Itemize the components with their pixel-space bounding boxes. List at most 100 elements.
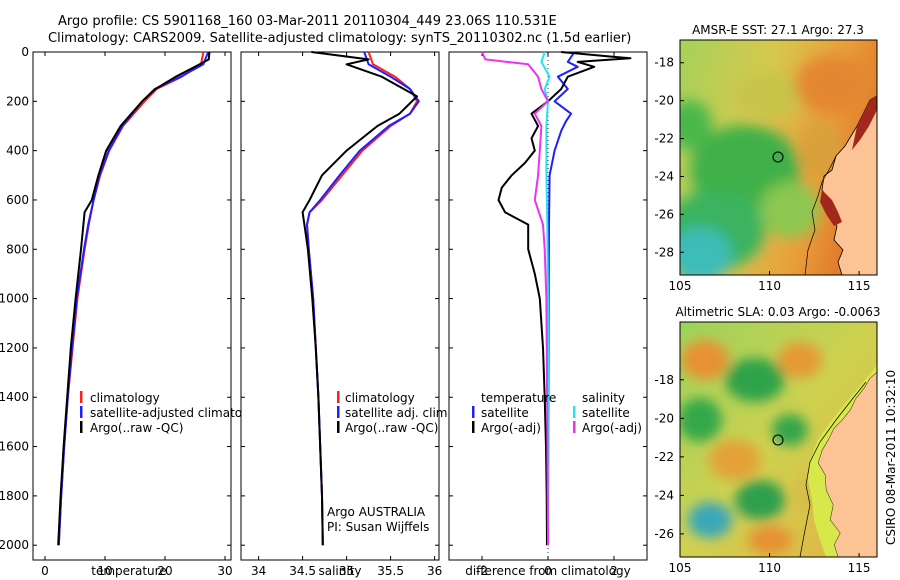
difference-panel: -2 0 2 difference from climatology tempera… (448, 51, 648, 578)
map-x-tick-label: 105 (669, 561, 692, 575)
x-tick-label: 34 (251, 564, 266, 578)
legend-swatch-sal-satellite (573, 406, 576, 418)
temperature-profiles (57, 51, 211, 546)
map-x-tick-label: 110 (758, 561, 781, 575)
y-tick-label: 400 (6, 144, 29, 158)
salinity-x-axis: 34 34.5 35 35.5 36 (251, 52, 442, 578)
salinity-axes (240, 51, 440, 561)
x-tick-label: 2 (610, 564, 618, 578)
legend-label-temp-satellite: satellite (481, 406, 529, 420)
legend-swatch-argo (80, 421, 83, 433)
sla-profile-marker (772, 434, 784, 446)
map-y-tick-label: -22 (654, 132, 674, 146)
legend-swatch-climatology (80, 391, 83, 403)
x-tick-label: 35.5 (377, 564, 404, 578)
legend-swatch-sal-argo (573, 421, 576, 433)
map-x-tick-label: 115 (848, 279, 871, 293)
sla-bathymetry-contour (799, 381, 867, 557)
y-tick-label: 1200 (0, 341, 29, 355)
y-tick-label: 800 (6, 242, 29, 256)
x-tick-label: 0 (41, 564, 49, 578)
map-y-tick-label: -18 (654, 373, 674, 387)
map-y-tick-label: -20 (654, 94, 674, 108)
legend-swatch-satellite-adjusted (80, 406, 83, 418)
series-argo-raw-qc- (301, 51, 418, 546)
temperature-legend: climatology satellite-adjusted climatolo… (80, 391, 260, 435)
sla-map-frame (679, 321, 878, 558)
sst-field (680, 40, 877, 275)
legend-label-sal-argo: Argo(-adj) (582, 421, 642, 435)
y-tick-label: 200 (6, 94, 29, 108)
map-y-tick-label: -18 (654, 56, 674, 70)
map-y-tick-label: -24 (654, 169, 674, 183)
legend-label-sal-satellite: satellite (582, 406, 630, 420)
legend-label-climatology: climatology (90, 391, 160, 405)
x-tick-label: 36 (427, 564, 442, 578)
sst-coastal-warm-band (852, 96, 877, 150)
sla-field (680, 322, 877, 557)
difference-profiles (481, 51, 632, 546)
series-temperature-satellite (547, 51, 579, 546)
depth-axis: 0 200 400 600 800 1000 1200 1400 1600 1800 2000 (0, 45, 231, 552)
map-x-tick-label: 105 (669, 279, 692, 293)
salinity-xlabel: salinity (318, 564, 361, 578)
temperature-xlabel: temperature (91, 564, 166, 578)
salinity-panel: 34 34.5 35 35.5 36 salinity climatology sate… (240, 51, 451, 578)
map-y-tick-label: -20 (654, 411, 674, 425)
x-tick-label: 0 (544, 564, 552, 578)
sla-shelf-band (808, 365, 877, 557)
x-tick-label: 34.5 (289, 564, 316, 578)
y-tick-label: 1000 (0, 292, 29, 306)
legend-header-salinity: salinity (582, 391, 625, 405)
series-temperature-argo-adj- (497, 51, 632, 546)
x-tick-label: 35 (339, 564, 354, 578)
sla-map-ticks: 105 110 115 -18 -20 -22 -24 -26 (654, 373, 870, 575)
annotation-pi: PI: Susan Wijffels (327, 520, 429, 534)
sla-map-title: Altimetric SLA: 0.03 Argo: -0.0063 (675, 305, 880, 319)
legend-label-argo: Argo(..raw -QC) (345, 421, 438, 435)
series-salinity-argo-adj- (481, 51, 549, 546)
y-tick-label: 1800 (0, 489, 29, 503)
legend-swatch-argo (337, 421, 340, 433)
sst-map-frame (679, 39, 878, 276)
map-y-tick-label: -26 (654, 207, 674, 221)
salinity-profiles (301, 51, 420, 546)
sst-map: AMSR-E SST: 27.1 Argo: 27.3 105 110 115 -18… (654, 23, 878, 293)
credit-stamp: CSIRO 08-Mar-2011 10:32:10 (884, 370, 898, 545)
temperature-axes (32, 51, 232, 561)
figure-title-line2: Climatology: CARS2009. Satellite-adjuste… (48, 31, 631, 46)
legend-swatch-temp-argo (472, 421, 475, 433)
legend-label-argo: Argo(..raw -QC) (90, 421, 183, 435)
legend-swatch-temp-satellite (472, 406, 475, 418)
map-y-tick-label: -24 (654, 488, 674, 502)
legend-label-satellite-adjusted: satellite-adjusted climatolog (90, 406, 260, 420)
sst-map-ticks: 105 110 115 -18 -20 -22 -24 -26 -28 (654, 56, 870, 293)
difference-xlabel: difference from climatology (465, 564, 631, 578)
sst-bathymetry-contour (804, 155, 837, 275)
legend-label-temp-argo: Argo(-adj) (481, 421, 541, 435)
sst-coastal-warm-band-south (820, 190, 842, 226)
legend-label-satellite-adj: satellite adj. clim. (345, 406, 451, 420)
x-tick-label: 30 (217, 564, 232, 578)
legend-header-temperature: temperature (481, 391, 556, 405)
y-tick-label: 1400 (0, 390, 29, 404)
map-y-tick-label: -22 (654, 450, 674, 464)
map-x-tick-label: 115 (848, 561, 871, 575)
map-y-tick-label: -26 (654, 527, 674, 541)
annotation-argo-australia: Argo AUSTRALIA (327, 505, 426, 519)
salinity-depth-ticks (241, 51, 439, 546)
difference-x-axis: -2 0 2 (476, 52, 618, 578)
legend-swatch-satellite-adj (337, 406, 340, 418)
x-tick-label: 20 (157, 564, 172, 578)
temperature-x-axis: 0 10 20 30 (41, 52, 233, 578)
sla-map: Altimetric SLA: 0.03 Argo: -0.0063 105 11… (654, 305, 880, 575)
figure-title-line1: Argo profile: CS 5901168_160 03-Mar-2011… (58, 14, 557, 29)
legend-swatch-climatology (337, 391, 340, 403)
sst-map-title: AMSR-E SST: 27.1 Argo: 27.3 (692, 23, 864, 37)
x-tick-label: -2 (476, 564, 488, 578)
map-y-tick-label: -28 (654, 245, 674, 259)
sst-profile-marker (772, 151, 784, 163)
series-salinity-satellite (540, 51, 551, 546)
y-tick-label: 2000 (0, 538, 29, 552)
